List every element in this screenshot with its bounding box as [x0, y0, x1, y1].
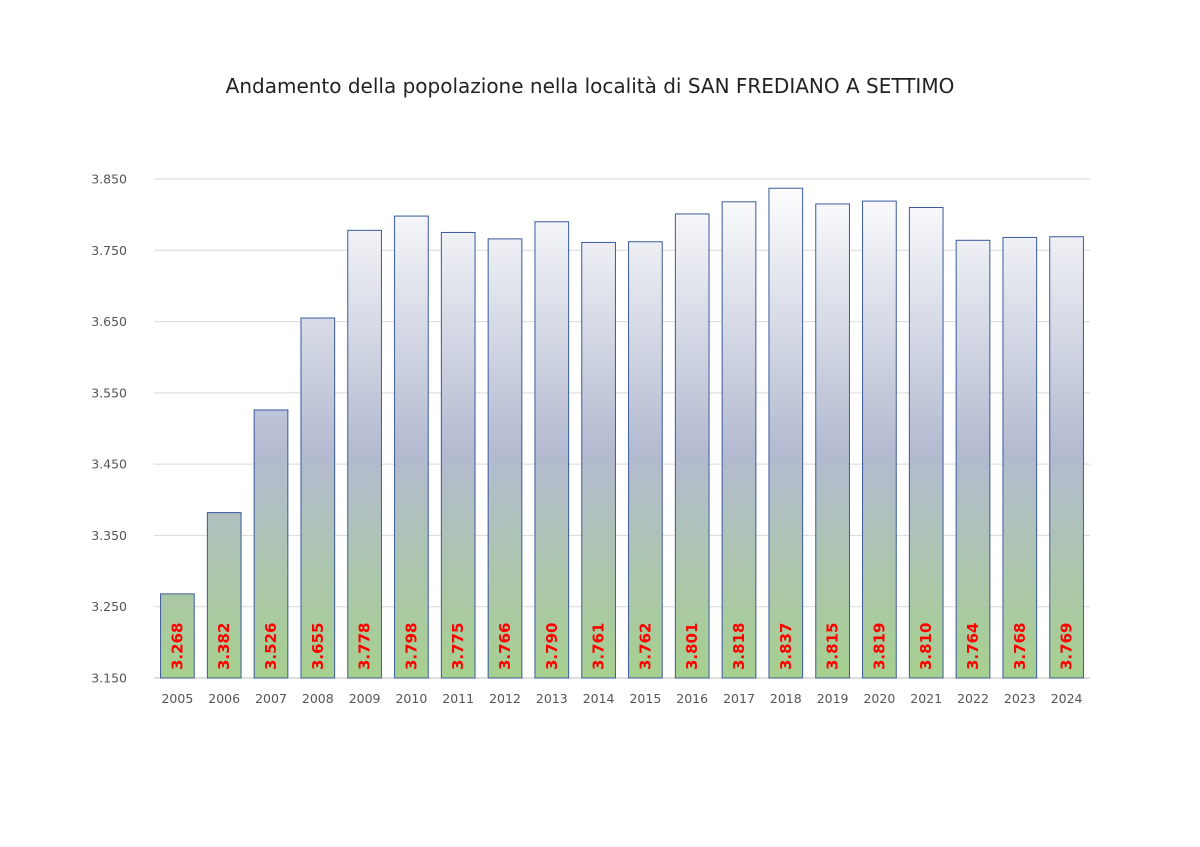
x-tick-label: 2018: [770, 691, 802, 706]
data-label: 3.818: [730, 623, 748, 670]
bars: [160, 187, 1084, 679]
data-label: 3.762: [636, 623, 654, 670]
x-tick-label: 2021: [910, 691, 942, 706]
data-label: 3.766: [496, 623, 514, 670]
bar: [862, 200, 897, 679]
chart-title: Andamento della popolazione nella locali…: [225, 74, 955, 98]
data-label: 3.761: [590, 623, 608, 670]
data-label: 3.790: [543, 623, 561, 670]
data-label: 3.764: [964, 623, 982, 670]
bar: [347, 229, 382, 679]
x-tick-label: 2014: [583, 691, 615, 706]
bar: [440, 231, 476, 679]
data-label: 3.382: [215, 623, 233, 670]
bar: [721, 201, 757, 679]
bar: [815, 203, 850, 679]
x-tick-label: 2009: [349, 691, 381, 706]
bar: [394, 215, 429, 679]
x-tick-label: 2006: [208, 691, 240, 706]
x-tick-label: 2015: [629, 691, 661, 706]
data-label: 3.526: [262, 623, 280, 670]
x-tick-label: 2024: [1051, 691, 1083, 706]
data-label: 3.819: [870, 623, 888, 670]
y-axis: 3.150 3.250 3.350 3.450 3.550 3.650 3.750 3.850: [91, 172, 127, 686]
x-tick-label: 2020: [863, 691, 895, 706]
y-tick-label: 3.250: [91, 599, 127, 614]
bar: [955, 239, 991, 679]
bar: [534, 221, 570, 679]
data-label: 3.768: [1011, 623, 1029, 670]
bar: [908, 207, 944, 679]
gridlines: [154, 178, 1090, 679]
bar: [581, 241, 616, 679]
data-label: 3.775: [449, 623, 467, 670]
y-tick-label: 3.650: [91, 314, 127, 329]
x-tick-label: 2005: [161, 691, 193, 706]
y-tick-label: 3.750: [91, 243, 127, 258]
y-tick-label: 3.350: [91, 528, 127, 543]
bar: [674, 213, 710, 679]
y-tick-label: 3.850: [91, 172, 127, 187]
x-tick-label: 2007: [255, 691, 287, 706]
y-tick-label: 3.150: [91, 671, 127, 686]
x-tick-label: 2019: [817, 691, 849, 706]
x-tick-label: 2012: [489, 691, 521, 706]
bar: [1002, 236, 1038, 679]
x-tick-label: 2016: [676, 691, 708, 706]
data-label: 3.837: [777, 623, 795, 670]
x-tick-label: 2011: [442, 691, 474, 706]
data-label: 3.815: [824, 623, 842, 670]
x-tick-label: 2023: [1004, 691, 1036, 706]
data-label: 3.268: [168, 623, 186, 670]
bar: [487, 238, 523, 679]
bar: [160, 593, 195, 679]
x-tick-label: 2008: [302, 691, 334, 706]
y-tick-label: 3.450: [91, 457, 127, 472]
bar: [300, 317, 336, 679]
data-label: 3.655: [309, 623, 327, 670]
data-label: 3.798: [402, 623, 420, 670]
data-label: 3.778: [356, 623, 374, 670]
bar: [1049, 236, 1084, 679]
x-tick-label: 2017: [723, 691, 755, 706]
bar: [628, 241, 663, 679]
data-label: 3.810: [917, 623, 935, 670]
bar: [253, 409, 289, 679]
y-tick-label: 3.550: [91, 385, 127, 400]
x-tick-label: 2022: [957, 691, 989, 706]
x-tick-label: 2010: [395, 691, 427, 706]
bar: [768, 187, 804, 679]
x-tick-label: 2013: [536, 691, 568, 706]
data-label: 3.769: [1058, 623, 1076, 670]
data-label: 3.801: [683, 623, 701, 670]
bar: [206, 512, 242, 679]
data-labels: 3.268 3.382 3.526 3.655 3.778 3.798 3.775 3.766…: [168, 623, 1075, 670]
x-axis: 2005 2006 2007 2008 2009 2010 2011 2012 2013 2014…: [161, 691, 1082, 706]
